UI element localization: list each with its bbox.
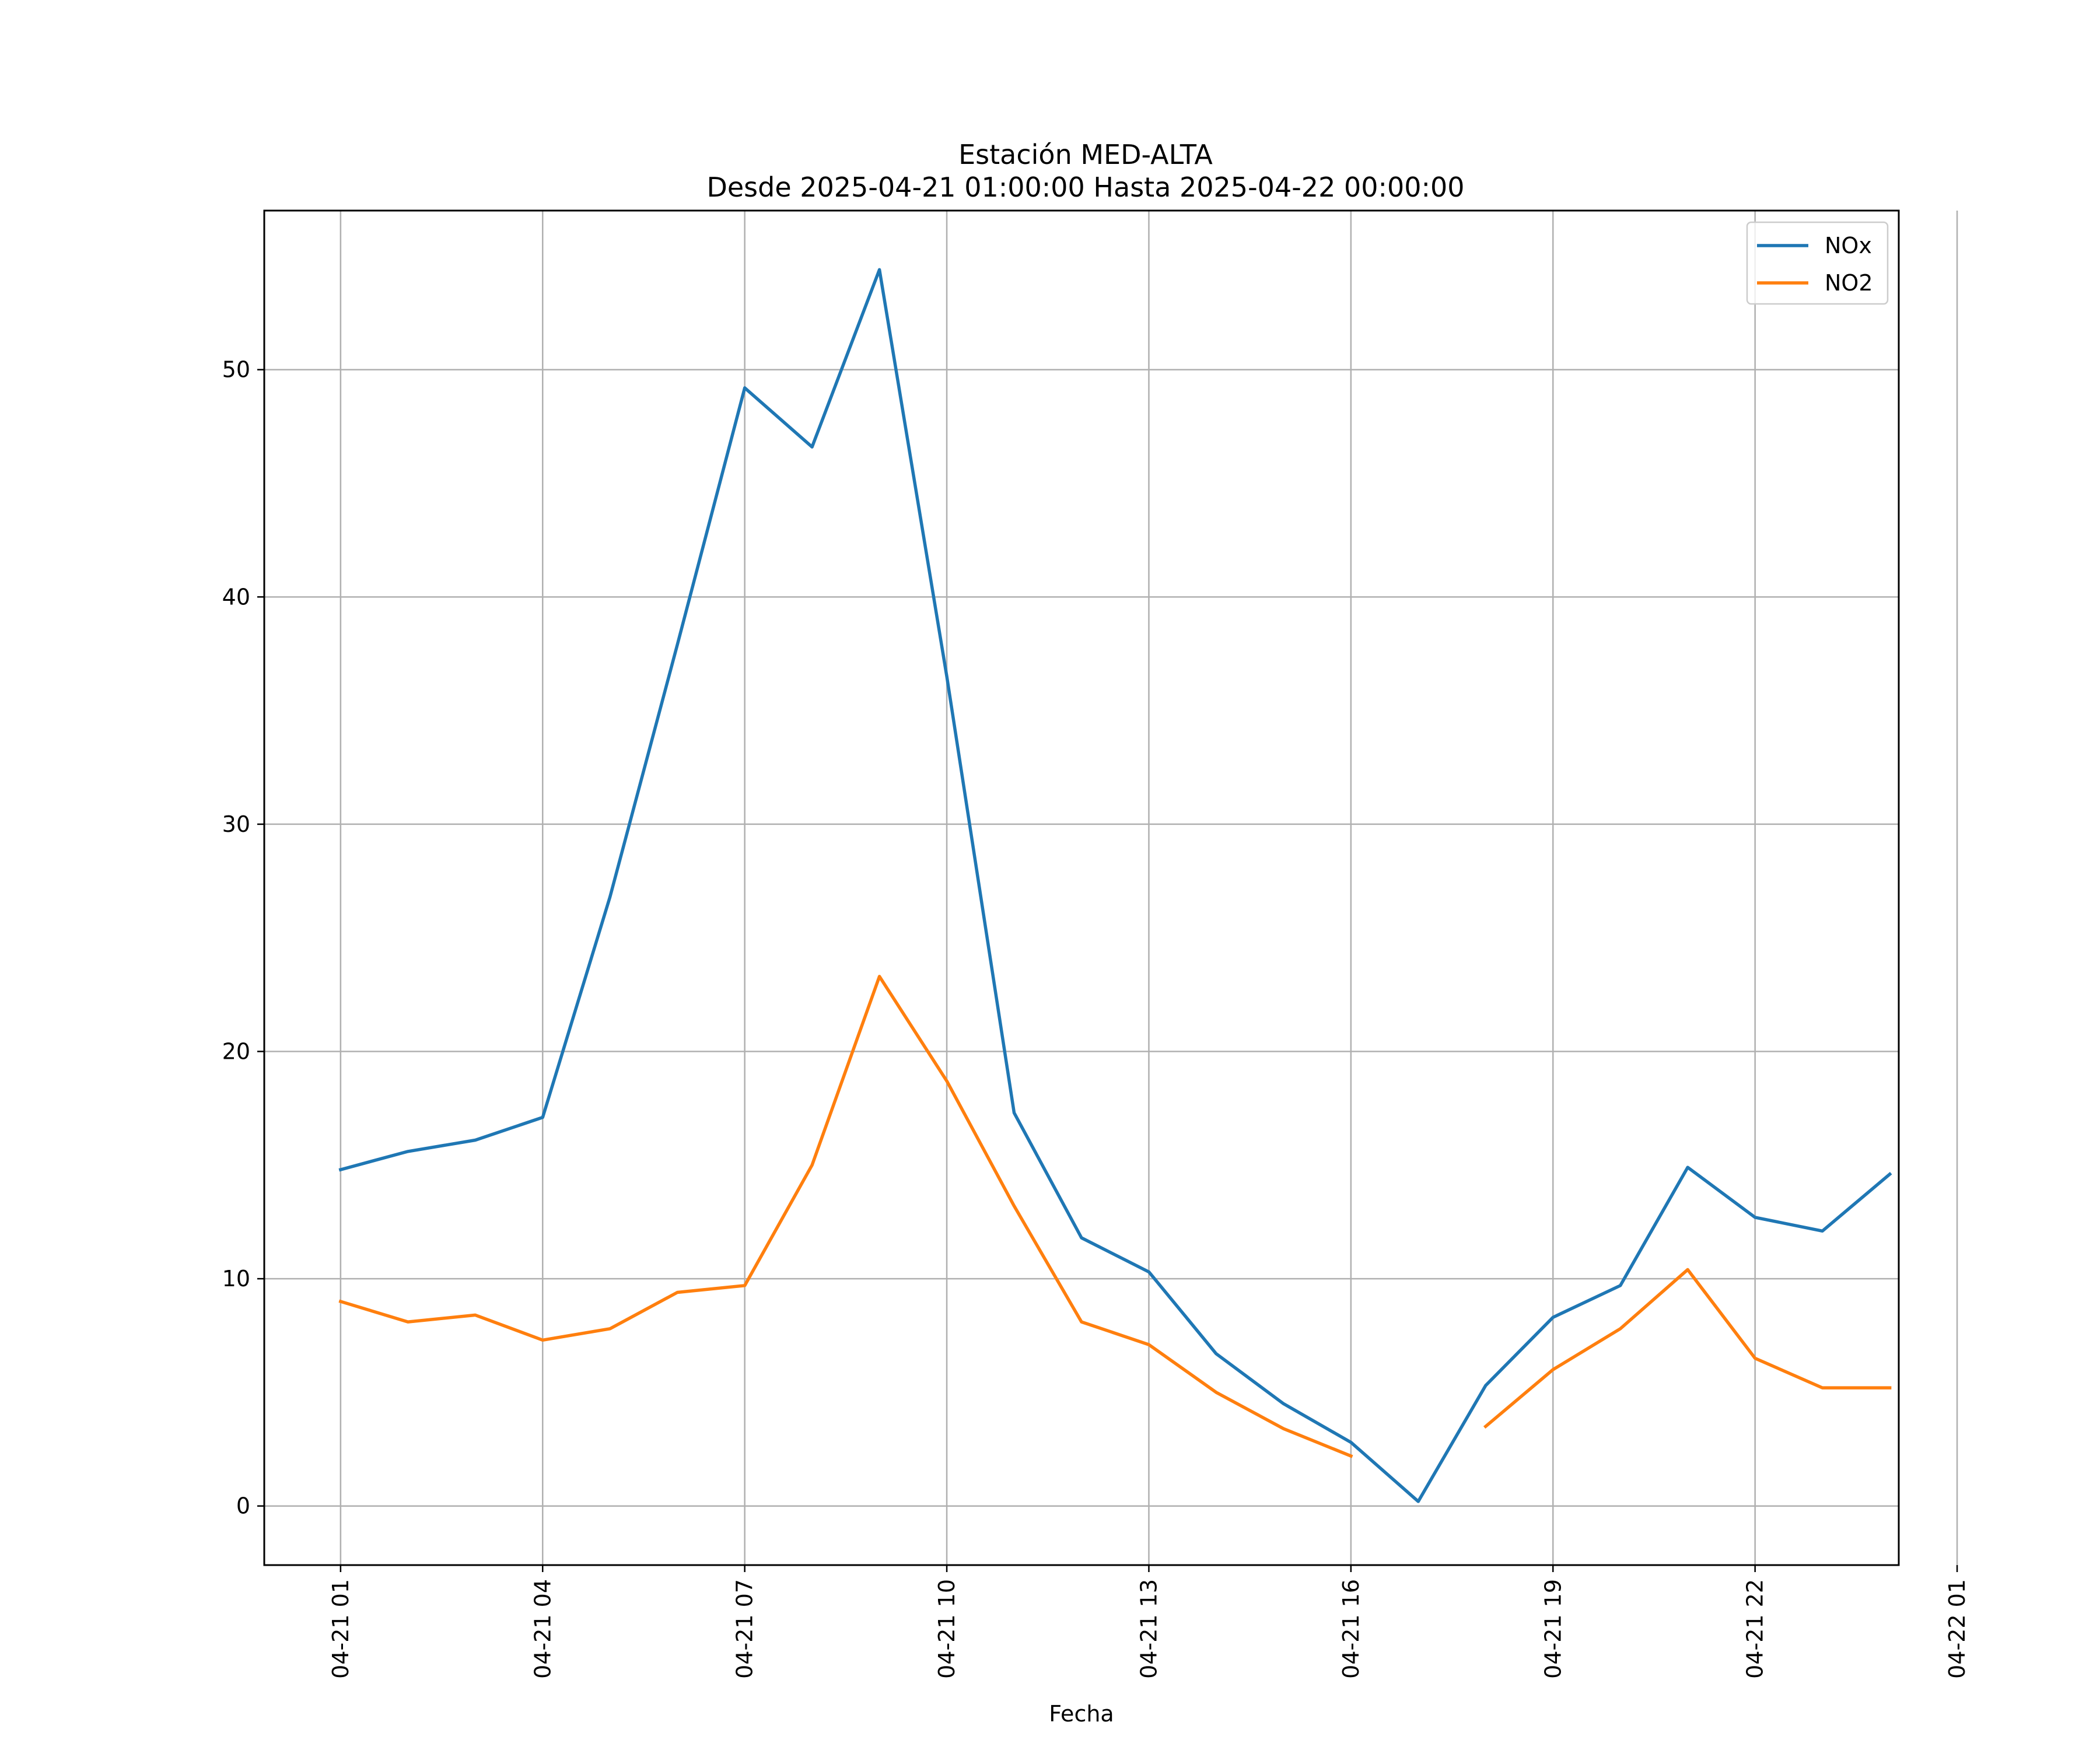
x-tick-label: 04-21 10	[934, 1579, 960, 1679]
grid	[264, 211, 1958, 1565]
x-tick-label: 04-21 13	[1136, 1579, 1161, 1679]
x-tick-label: 04-21 22	[1742, 1579, 1768, 1679]
y-axis: 0 10 20 30 40 50	[222, 357, 264, 1519]
series-line-no2	[1483, 1268, 1892, 1429]
y-tick-label: 10	[222, 1266, 250, 1292]
legend-label-no2: NO2	[1825, 270, 1873, 296]
chart-subtitle: Desde 2025-04-21 01:00:00 Hasta 2025-04-…	[706, 172, 1464, 203]
y-tick-label: 0	[236, 1493, 250, 1519]
series-line-nox	[338, 268, 1892, 1503]
plot-frame	[263, 209, 1900, 1566]
y-tick-label: 50	[222, 357, 250, 383]
legend: NOx NO2	[1746, 221, 1889, 305]
legend-label-nox: NOx	[1825, 233, 1872, 258]
y-tick-label: 20	[222, 1039, 250, 1065]
x-tick-label: 04-21 07	[732, 1579, 758, 1679]
x-tick-label: 04-21 16	[1338, 1579, 1364, 1679]
x-tick-label: 04-21 19	[1540, 1579, 1566, 1679]
x-axis-label: Fecha	[1049, 1701, 1114, 1727]
y-tick-label: 40	[222, 584, 250, 610]
chart-title: Estación MED-ALTA	[958, 139, 1213, 170]
x-tick-label: 04-21 01	[328, 1579, 354, 1679]
x-axis: 04-21 01 04-21 04 04-21 07 04-21 10 04-21 13…	[328, 1565, 1970, 1679]
x-tick-label: 04-22 01	[1944, 1579, 1970, 1679]
x-tick-label: 04-21 04	[530, 1579, 555, 1679]
y-tick-label: 30	[222, 811, 250, 837]
series-line-no2	[338, 975, 1353, 1458]
series-group	[338, 268, 1892, 1503]
